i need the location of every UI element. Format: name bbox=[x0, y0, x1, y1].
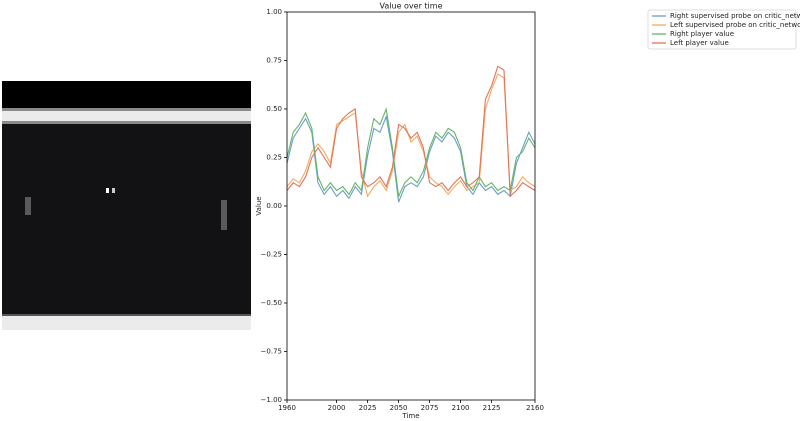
bottom-line bbox=[2, 314, 251, 316]
x-tick-label: 2125 bbox=[483, 404, 501, 412]
x-tick-label: 2100 bbox=[452, 404, 470, 412]
y-tick-label: 0.75 bbox=[266, 57, 282, 65]
series-line bbox=[286, 106, 536, 199]
top-band bbox=[2, 81, 251, 108]
ball bbox=[106, 188, 109, 193]
legend-label: Right player value bbox=[670, 30, 734, 38]
bottom-wall bbox=[2, 316, 251, 330]
wall-line bbox=[2, 121, 251, 124]
series-line bbox=[286, 65, 536, 198]
series-line bbox=[286, 114, 536, 203]
legend-box bbox=[647, 9, 797, 50]
right-paddle bbox=[221, 200, 227, 230]
top-line bbox=[2, 108, 251, 111]
x-tick-label: 2000 bbox=[328, 404, 346, 412]
left-paddle bbox=[25, 197, 31, 215]
y-tick-label: 0.50 bbox=[266, 105, 282, 113]
y-tick-label: 0.25 bbox=[266, 154, 282, 162]
x-tick-label: 2075 bbox=[421, 404, 439, 412]
x-tick-label: 2160 bbox=[526, 404, 544, 412]
x-axis-label: Time bbox=[401, 412, 419, 420]
plot-frame bbox=[286, 11, 536, 401]
game-frame bbox=[2, 81, 251, 330]
chart-title: Value over time bbox=[380, 2, 443, 11]
x-tick-label: 2025 bbox=[359, 404, 377, 412]
y-tick-label: −1.00 bbox=[261, 396, 282, 404]
y-tick-label: −0.50 bbox=[261, 299, 282, 307]
y-tick-label: −0.25 bbox=[261, 251, 282, 259]
y-tick-label: −0.75 bbox=[261, 348, 282, 356]
legend-label: Left supervised probe on critic_network.… bbox=[670, 21, 800, 29]
y-axis-label: Value bbox=[255, 196, 263, 215]
legend-label: Left player value bbox=[670, 39, 729, 47]
x-tick-label: 1960 bbox=[278, 404, 296, 412]
ball-trail bbox=[112, 188, 115, 193]
legend-label: Right supervised probe on critic_network… bbox=[670, 12, 800, 20]
field bbox=[2, 124, 251, 314]
top-wall bbox=[2, 111, 251, 121]
y-tick-label: 0.00 bbox=[266, 202, 282, 210]
x-tick-label: 2050 bbox=[390, 404, 408, 412]
series-line bbox=[286, 73, 536, 198]
y-tick-label: 1.00 bbox=[266, 8, 282, 16]
